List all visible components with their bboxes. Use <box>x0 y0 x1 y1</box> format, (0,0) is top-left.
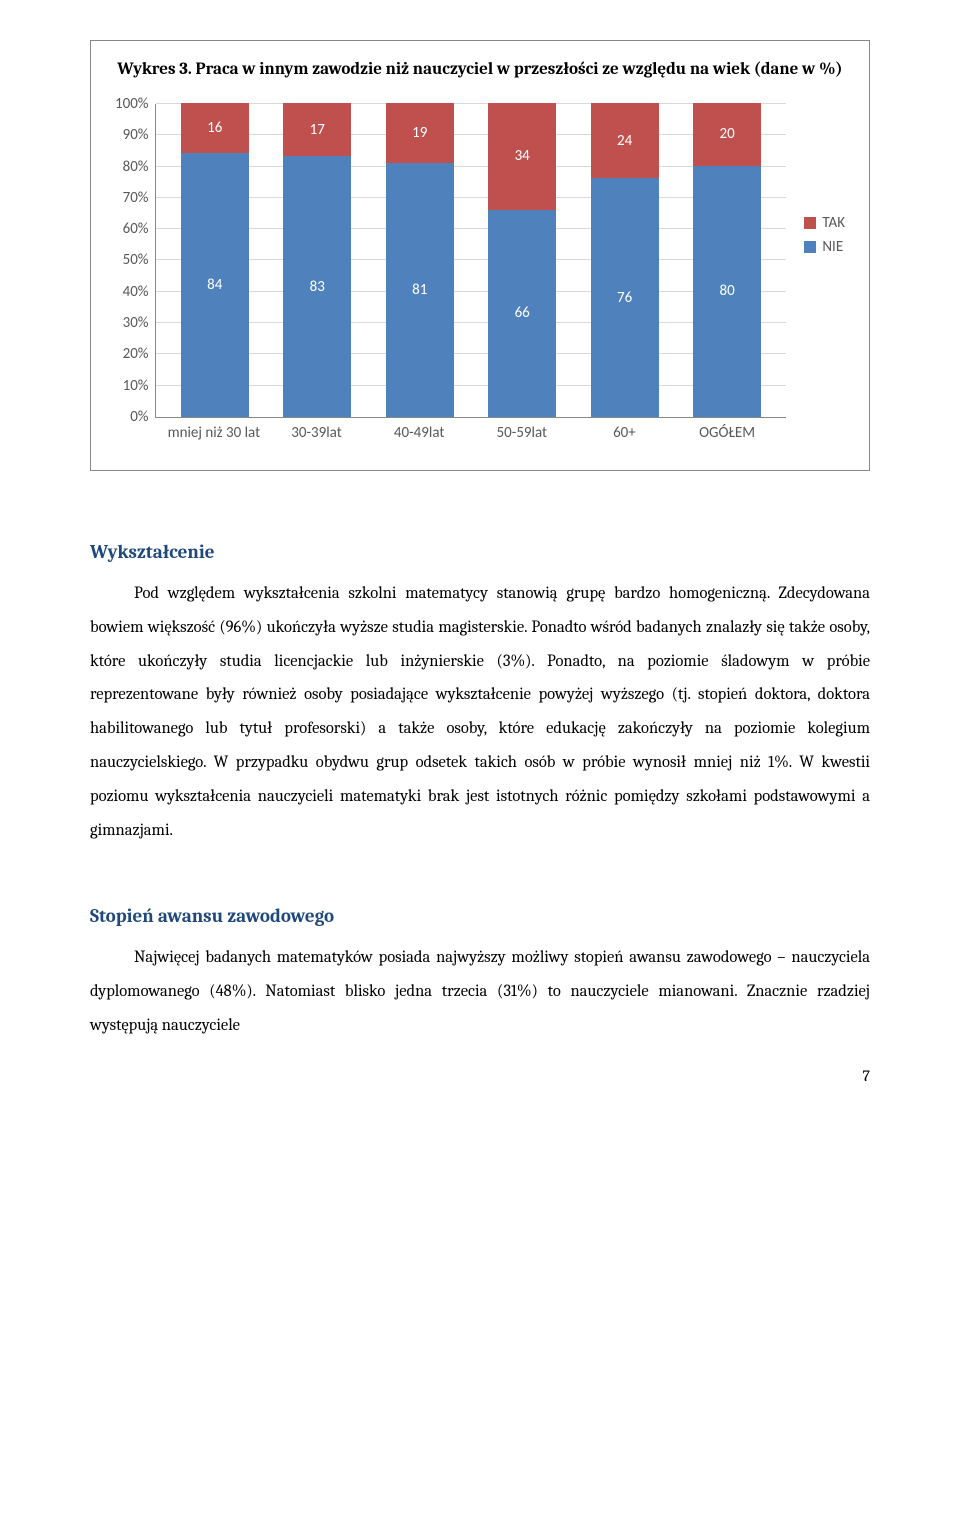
chart-card: Wykres 3. Praca w innym zawodzie niż nau… <box>90 40 870 471</box>
bar-segment-nie: 83 <box>283 156 351 417</box>
category-label: 60+ <box>573 424 676 442</box>
y-tick: 30% <box>115 314 149 332</box>
legend-label: NIE <box>822 238 843 256</box>
y-tick: 20% <box>115 345 149 363</box>
bar-segment-tak: 17 <box>283 103 351 156</box>
bar-segment-nie: 81 <box>386 163 454 417</box>
section-heading-education: Wykształcenie <box>90 541 870 563</box>
bar: 1684 <box>181 103 249 417</box>
bar-segment-nie: 66 <box>488 210 556 417</box>
legend-swatch <box>804 217 816 229</box>
category-label: mniej niż 30 lat <box>163 424 266 442</box>
page-number: 7 <box>90 1067 870 1085</box>
bar-slot: 2476 <box>573 103 675 417</box>
bar: 2476 <box>591 103 659 417</box>
legend-swatch <box>804 241 816 253</box>
y-tick: 90% <box>115 126 149 144</box>
legend-item: TAK <box>804 214 845 232</box>
bar: 2080 <box>693 103 761 417</box>
legend-item: NIE <box>804 238 845 256</box>
bar-segment-nie: 80 <box>693 166 761 417</box>
bar-segment-tak: 16 <box>181 103 249 153</box>
section-heading-career: Stopień awansu zawodowego <box>90 905 870 927</box>
bar-segment-tak: 34 <box>488 103 556 210</box>
y-tick: 70% <box>115 189 149 207</box>
bar: 1981 <box>386 103 454 417</box>
y-tick: 80% <box>115 158 149 176</box>
bar-slot: 2080 <box>676 103 778 417</box>
category-label: 30-39lat <box>265 424 368 442</box>
category-label: 40-49lat <box>368 424 471 442</box>
y-axis: 100% 90% 80% 70% 60% 50% 40% 30% 20% 10% 0% <box>115 95 155 426</box>
y-tick: 10% <box>115 377 149 395</box>
chart-title: Wykres 3. Praca w innym zawodzie niż nau… <box>115 59 845 82</box>
bar-segment-tak: 20 <box>693 103 761 166</box>
section-career-stage: Stopień awansu zawodowego Najwięcej bada… <box>90 905 870 1042</box>
category-label: OGÓŁEM <box>676 424 779 442</box>
y-tick: 40% <box>115 283 149 301</box>
bar: 3466 <box>488 103 556 417</box>
bar-segment-tak: 24 <box>591 103 659 178</box>
y-tick: 100% <box>115 95 149 113</box>
bar: 1783 <box>283 103 351 417</box>
bar-slot: 1981 <box>368 103 470 417</box>
plot-area: 1684 1783 1981 3466 2476 2080 <box>155 104 787 418</box>
x-axis-categories: mniej niż 30 lat30-39lat40-49lat50-59lat… <box>155 424 787 442</box>
y-tick: 60% <box>115 220 149 238</box>
bar-slot: 1684 <box>164 103 266 417</box>
section-paragraph-education: Pod względem wykształcenia szkolni matem… <box>90 577 870 848</box>
y-tick: 50% <box>115 251 149 269</box>
section-education: Wykształcenie Pod względem wykształcenia… <box>90 541 870 848</box>
legend: TAK NIE <box>786 104 845 262</box>
legend-label: TAK <box>822 214 845 232</box>
bar-slot: 1783 <box>266 103 368 417</box>
plot-wrap: 1684 1783 1981 3466 2476 2080 mniej niż 30 la… <box>155 104 787 442</box>
category-label: 50-59lat <box>470 424 573 442</box>
bar-segment-nie: 84 <box>181 153 249 417</box>
bar-segment-tak: 19 <box>386 103 454 163</box>
chart-body: 100%90%80%70%60%50%40%30%20%10%0% 168417… <box>115 104 845 442</box>
section-paragraph-career: Najwięcej badanych matematyków posiada n… <box>90 941 870 1042</box>
y-tick: 0% <box>115 408 149 426</box>
bar-segment-nie: 76 <box>591 178 659 417</box>
bar-slot: 3466 <box>471 103 573 417</box>
